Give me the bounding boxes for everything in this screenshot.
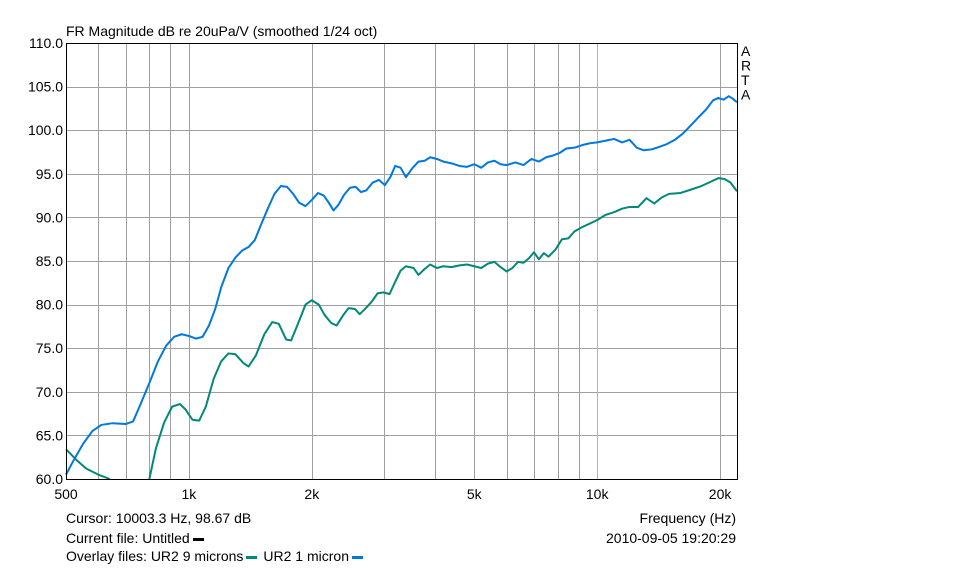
current-file-label: Current file: Untitled	[66, 530, 190, 546]
y-tick-label: 70.0	[36, 384, 63, 400]
x-tick-label: 2k	[304, 486, 320, 502]
current-file: Current file: Untitled	[66, 530, 210, 546]
x-tick-label: 5k	[467, 486, 483, 502]
series-layer	[65, 95, 738, 480]
y-tick-label: 80.0	[36, 297, 63, 313]
series-line-1	[65, 448, 111, 480]
series-line-1	[148, 177, 738, 480]
y-tick-label: 90.0	[36, 209, 63, 225]
y-tick-label: 85.0	[36, 253, 63, 269]
arta-letter: A	[741, 43, 751, 59]
x-axis-label: Frequency (Hz)	[639, 510, 736, 526]
plot-frame	[66, 43, 738, 480]
chart-title: FR Magnitude dB re 20uPa/V (smoothed 1/2…	[66, 23, 377, 39]
tick-labels: 110.0 105.0 100.0 95.0 90.0 85.0 80.0 75.0 70.0 6…	[28, 35, 732, 502]
x-tick-label: 500	[54, 486, 78, 502]
overlay-files: Overlay files: UR2 9 microns UR2 1 micron	[66, 548, 369, 564]
y-tick-label: 105.0	[28, 79, 63, 95]
overlay-file-name: UR2 9 microns	[150, 548, 244, 564]
y-tick-label: 75.0	[36, 340, 63, 356]
x-tick-label: 10k	[586, 486, 610, 502]
overlay-file-swatch	[246, 555, 258, 559]
current-file-swatch	[192, 537, 204, 541]
arta-letter: T	[741, 72, 750, 88]
y-tick-label: 60.0	[36, 471, 63, 487]
overlay-files-label: Overlay files:	[66, 548, 147, 564]
overlay-file-swatch	[352, 555, 363, 559]
y-tick-label: 95.0	[36, 166, 63, 182]
arta-letter: R	[741, 58, 751, 74]
arta-letter: A	[741, 87, 751, 103]
series-line-2	[65, 95, 738, 476]
x-tick-label: 20k	[709, 486, 733, 502]
overlay-file-list: UR2 9 microns UR2 1 micron	[151, 548, 369, 564]
y-tick-label: 100.0	[28, 122, 63, 138]
cursor-readout: Cursor: 10003.3 Hz, 98.67 dB	[66, 510, 252, 526]
y-tick-label: 65.0	[36, 427, 63, 443]
overlay-file-name: UR2 1 micron	[263, 548, 349, 564]
y-tick-label: 110.0	[29, 35, 63, 51]
timestamp: 2010-09-05 19:20:29	[606, 530, 736, 546]
x-tick-label: 1k	[182, 486, 198, 502]
